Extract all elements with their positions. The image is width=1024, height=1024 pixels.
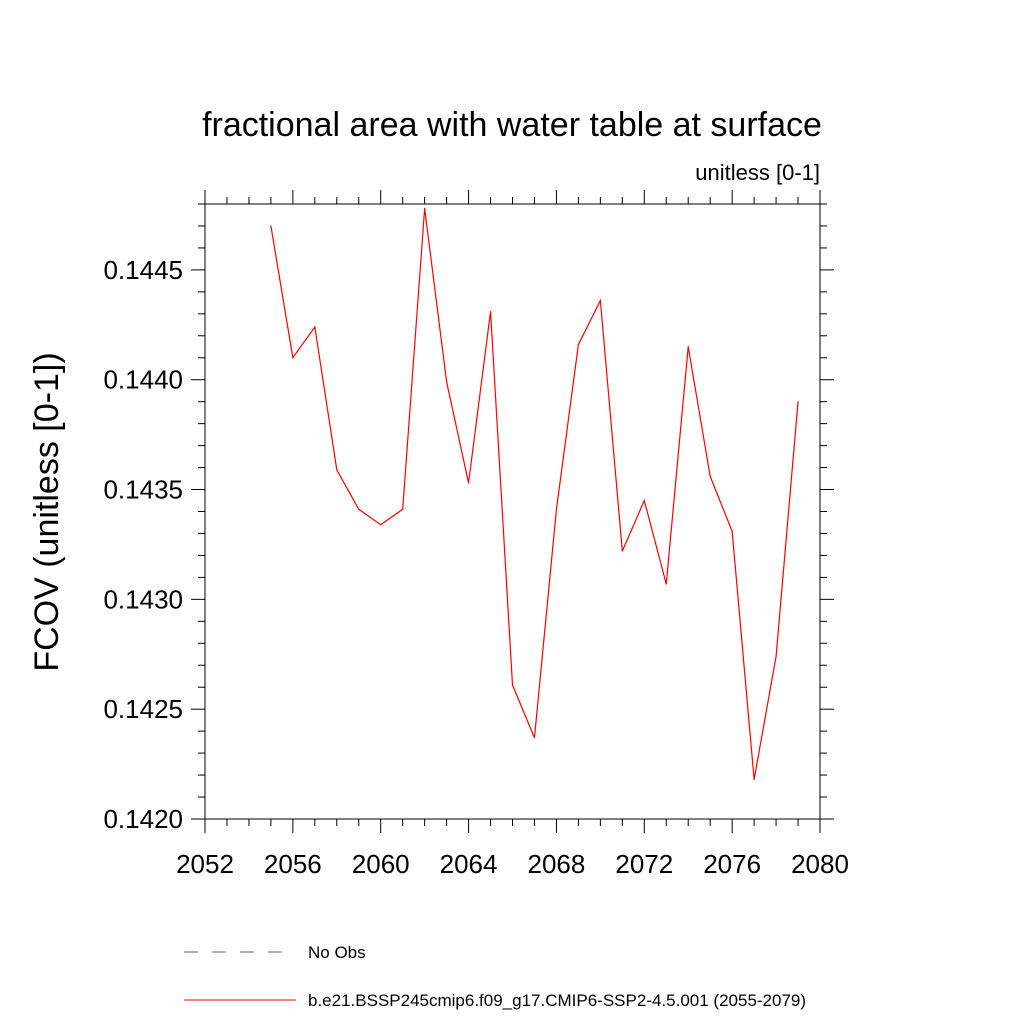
data-point: [402, 508, 404, 510]
axes: 2052 2056 2060 2064 2068 2072 2076 2080 0.1420 0.…: [103, 190, 849, 879]
x-tick-label: 2076: [703, 849, 761, 879]
data-point: [797, 401, 799, 403]
x-tick-label: 2060: [352, 849, 410, 879]
data-point: [533, 737, 536, 739]
data-point: [709, 475, 711, 477]
data-point: [643, 499, 645, 502]
series-layer: [270, 207, 799, 781]
data-point: [731, 530, 733, 532]
x-tick-label: 2064: [440, 849, 498, 879]
y-tick-label: 0.1435: [103, 475, 183, 505]
y-axis-label: FCOV (unitless [0-1]): [28, 352, 66, 671]
y-tick-label: 0.1420: [103, 804, 183, 834]
data-point: [753, 778, 755, 781]
y-tick-label: 0.1440: [103, 365, 183, 395]
chart-title: fractional area with water table at surf…: [202, 106, 822, 144]
data-point: [358, 508, 360, 510]
data-point: [621, 550, 623, 552]
plot-frame: [204, 203, 821, 820]
y-tick-label: 0.1425: [103, 694, 183, 724]
data-point: [511, 684, 514, 686]
x-tick-label: 2080: [791, 849, 849, 879]
data-point: [665, 583, 667, 585]
data-point: [292, 357, 294, 359]
series-line: [270, 208, 799, 780]
chart-subtitle: unitless [0-1]: [695, 160, 820, 185]
data-point: [380, 524, 382, 526]
data-point: [314, 326, 316, 328]
data-point: [270, 225, 272, 227]
data-point: [687, 346, 689, 348]
data-point: [555, 508, 558, 510]
data-point: [577, 343, 579, 346]
data-point: [336, 469, 338, 471]
legend-label: No Obs: [308, 943, 366, 962]
legend: No Obs b.e21.BSSP245cmip6.f09_g17.CMIP6-S…: [184, 943, 806, 1010]
y-tick-label: 0.1430: [103, 584, 183, 614]
data-point: [467, 482, 470, 484]
data-point: [775, 655, 777, 658]
data-point: [424, 207, 426, 209]
x-tick-label: 2072: [615, 849, 673, 879]
data-point: [446, 381, 448, 383]
x-tick-label: 2052: [176, 849, 234, 879]
data-point: [599, 300, 601, 302]
y-tick-label: 0.1445: [103, 255, 183, 285]
data-point: [489, 311, 492, 313]
x-tick-label: 2068: [528, 849, 586, 879]
legend-label: b.e21.BSSP245cmip6.f09_g17.CMIP6-SSP2-4.…: [308, 991, 806, 1010]
x-tick-label: 2056: [264, 849, 322, 879]
